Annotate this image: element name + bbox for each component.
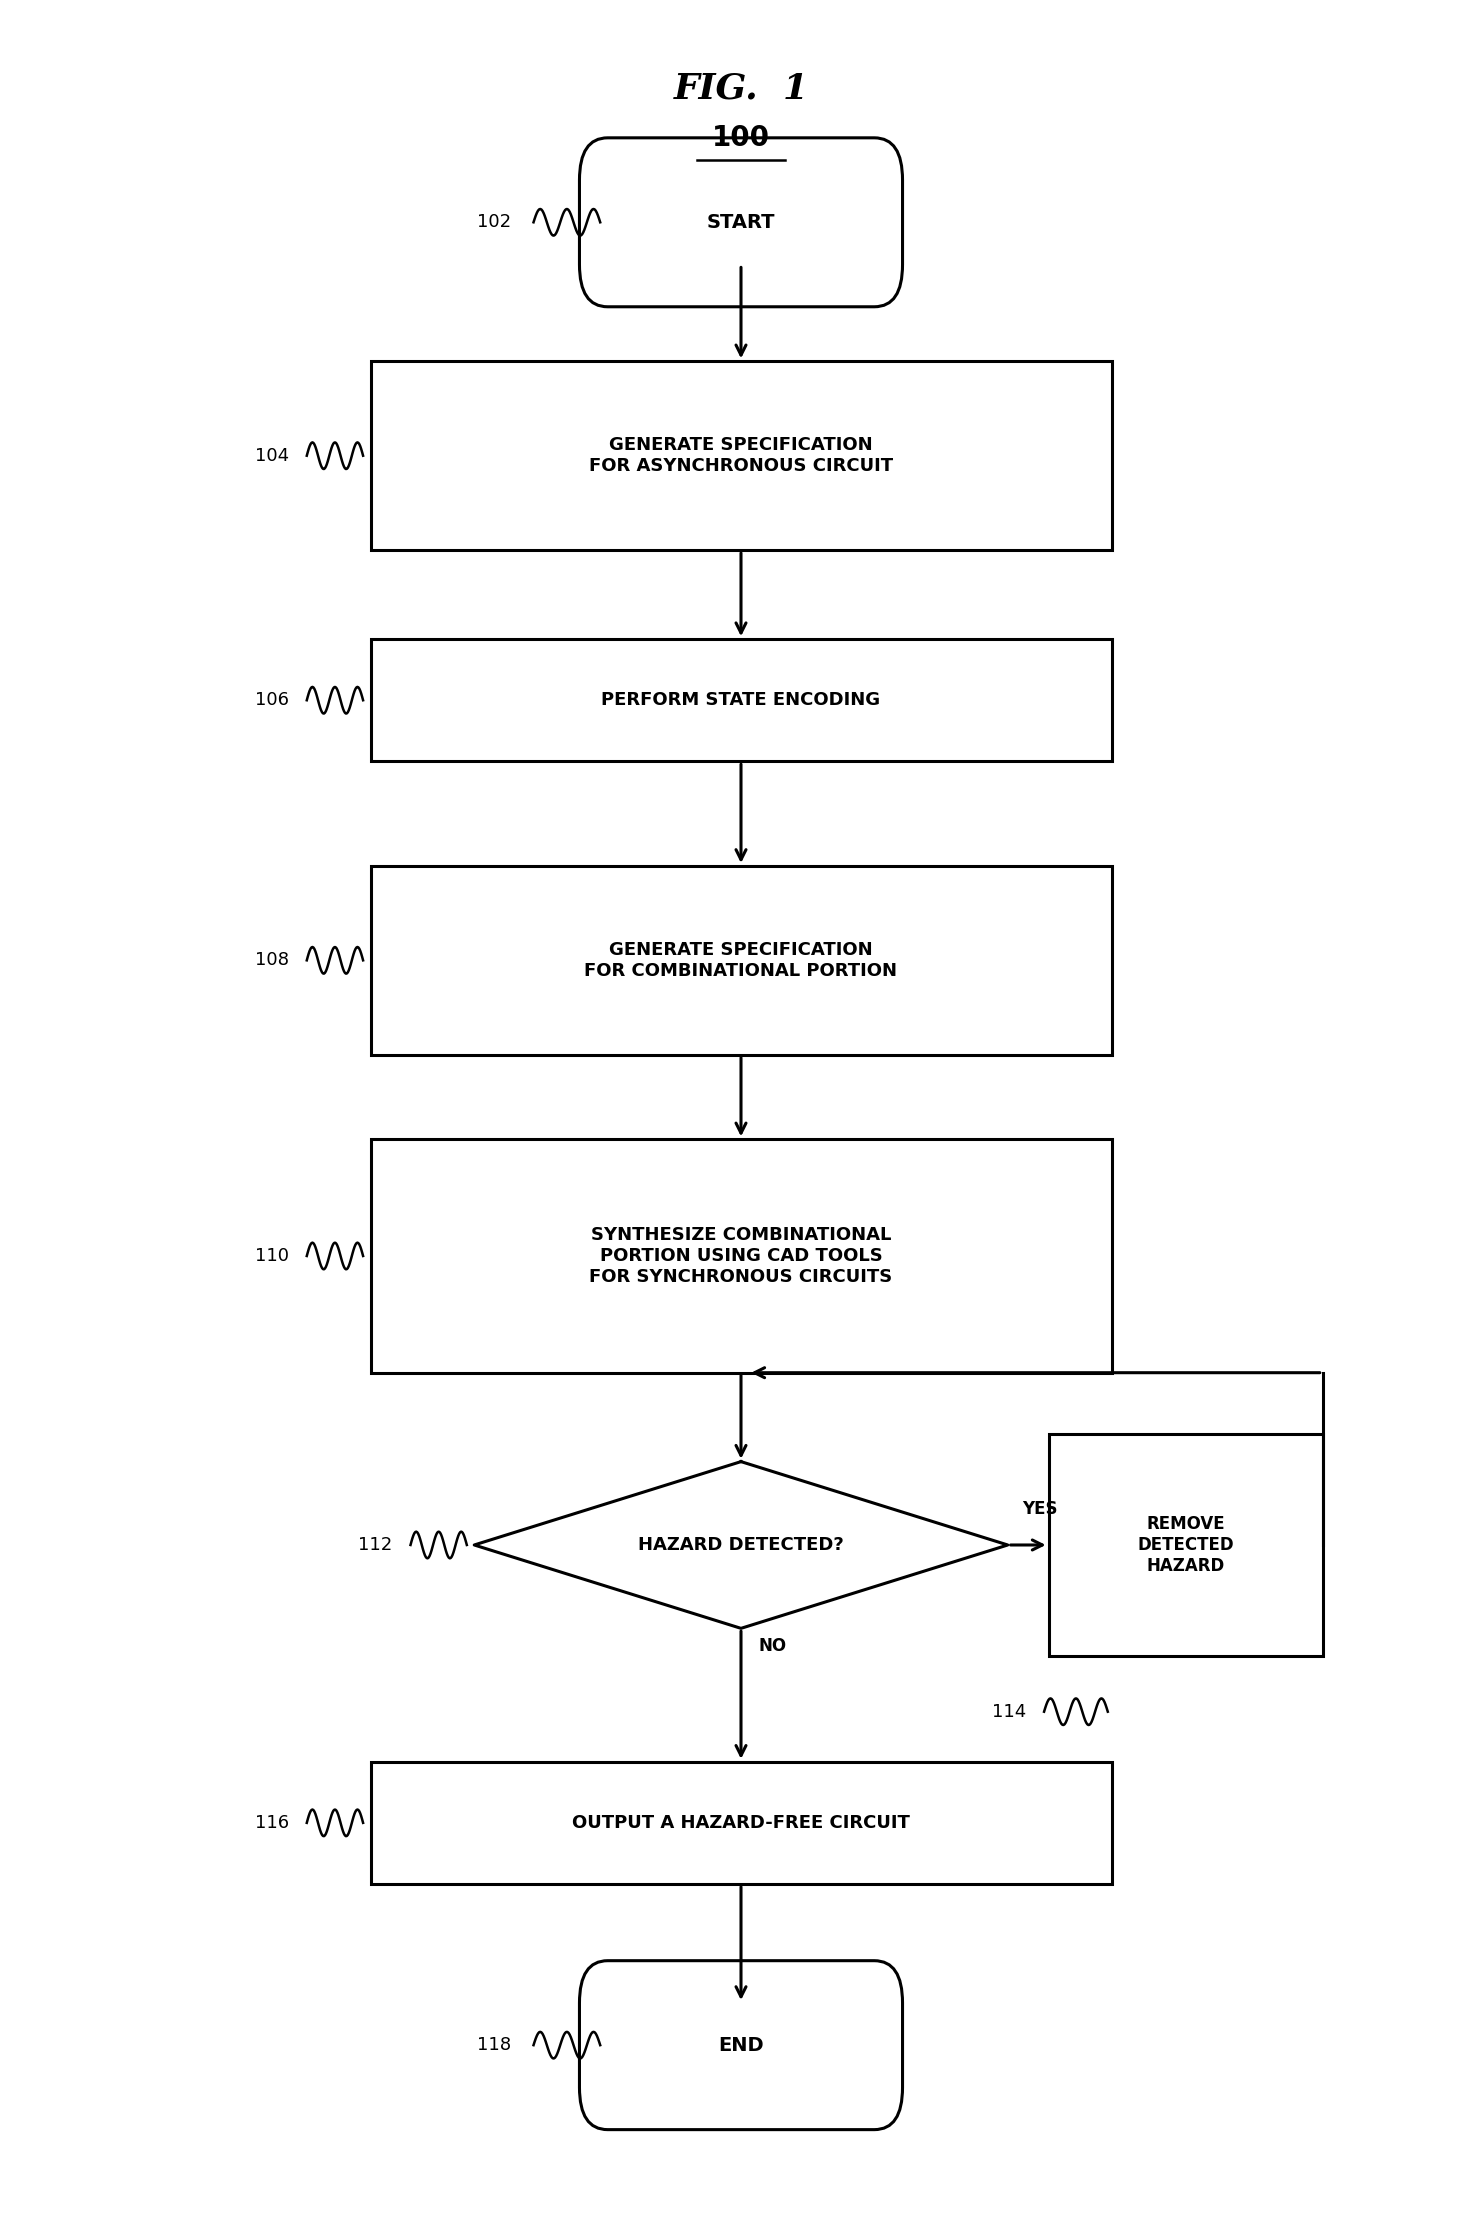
Text: 114: 114 xyxy=(991,1703,1026,1721)
Text: 116: 116 xyxy=(255,1814,289,1832)
Text: 112: 112 xyxy=(359,1536,393,1554)
Text: 110: 110 xyxy=(255,1247,289,1265)
Text: 106: 106 xyxy=(255,691,289,709)
FancyBboxPatch shape xyxy=(579,1961,903,2130)
Bar xyxy=(370,865,1112,1054)
Text: START: START xyxy=(707,213,775,231)
Text: NO: NO xyxy=(759,1636,787,1656)
Bar xyxy=(370,1138,1112,1372)
Text: END: END xyxy=(719,2036,763,2054)
Text: YES: YES xyxy=(1023,1501,1058,1518)
Bar xyxy=(370,638,1112,760)
Text: 118: 118 xyxy=(477,2036,511,2054)
Text: HAZARD DETECTED?: HAZARD DETECTED? xyxy=(639,1536,843,1554)
Bar xyxy=(1049,1434,1323,1656)
FancyBboxPatch shape xyxy=(579,138,903,307)
Text: 100: 100 xyxy=(711,124,771,151)
Text: OUTPUT A HAZARD-FREE CIRCUIT: OUTPUT A HAZARD-FREE CIRCUIT xyxy=(572,1814,910,1832)
Text: 108: 108 xyxy=(255,951,289,969)
Text: GENERATE SPECIFICATION
FOR COMBINATIONAL PORTION: GENERATE SPECIFICATION FOR COMBINATIONAL… xyxy=(584,940,898,980)
Text: REMOVE
DETECTED
HAZARD: REMOVE DETECTED HAZARD xyxy=(1137,1516,1235,1574)
Bar xyxy=(370,360,1112,549)
Text: PERFORM STATE ENCODING: PERFORM STATE ENCODING xyxy=(602,691,880,709)
Text: SYNTHESIZE COMBINATIONAL
PORTION USING CAD TOOLS
FOR SYNCHRONOUS CIRCUITS: SYNTHESIZE COMBINATIONAL PORTION USING C… xyxy=(590,1227,892,1285)
Bar xyxy=(370,1761,1112,1885)
Text: FIG.  1: FIG. 1 xyxy=(673,71,809,107)
Text: 102: 102 xyxy=(477,213,511,231)
Text: GENERATE SPECIFICATION
FOR ASYNCHRONOUS CIRCUIT: GENERATE SPECIFICATION FOR ASYNCHRONOUS … xyxy=(588,436,894,476)
Text: 104: 104 xyxy=(255,447,289,465)
